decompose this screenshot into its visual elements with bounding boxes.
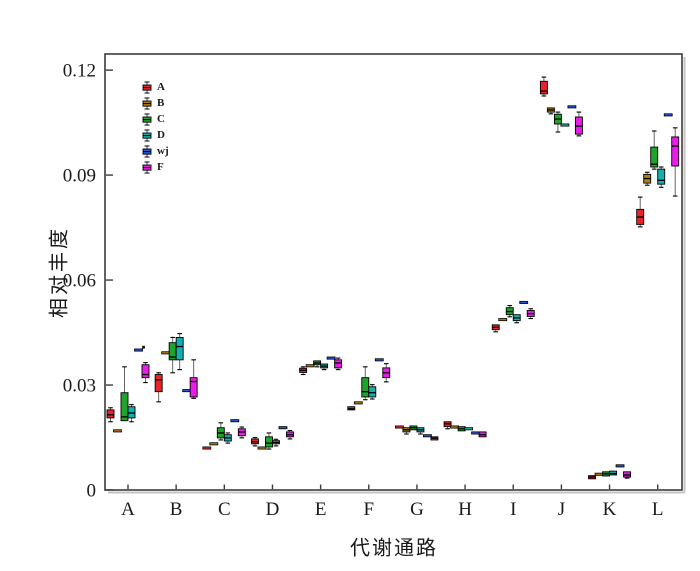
box-D-A xyxy=(127,406,136,419)
box-D-B xyxy=(175,336,184,361)
box-A-C xyxy=(202,446,212,450)
box-wj-C xyxy=(230,419,240,423)
box-F-B xyxy=(189,377,198,398)
legend-item-C: C xyxy=(141,113,169,126)
box-A-B xyxy=(154,374,163,393)
box-F-E xyxy=(334,359,343,369)
legend-label: wj xyxy=(157,145,169,157)
box-wj-G xyxy=(423,434,432,438)
box-wj-B xyxy=(182,389,192,393)
box-B-A xyxy=(113,429,122,433)
box-B-E xyxy=(305,364,315,368)
box-wj-L xyxy=(663,113,673,117)
y-tick-label: 0.09 xyxy=(63,166,96,187)
box-D-J xyxy=(560,123,570,127)
x-category-label: J xyxy=(558,499,565,520)
legend-label: B xyxy=(157,97,165,109)
y-tick-label: 0.12 xyxy=(63,61,96,82)
legend-item-A: A xyxy=(141,81,169,94)
box-F-A xyxy=(141,364,150,379)
box-C-F xyxy=(361,377,370,398)
box-D-F xyxy=(368,386,377,398)
x-category-label: G xyxy=(410,499,424,520)
x-category-label: I xyxy=(510,499,516,520)
box-wj-I xyxy=(519,300,529,304)
box-F-L xyxy=(671,136,680,167)
legend-label: F xyxy=(157,161,164,173)
legend-boxplot-glyph xyxy=(142,129,152,142)
box-B-D xyxy=(257,446,267,450)
legend-item-B: B xyxy=(141,97,169,110)
legend-boxplot-glyph xyxy=(142,113,152,126)
x-category-label: E xyxy=(315,499,327,520)
box-B-K xyxy=(594,472,604,476)
x-category-label: B xyxy=(170,499,183,520)
x-category-label: F xyxy=(363,499,374,520)
y-tick-label: 0.03 xyxy=(63,376,96,397)
box-B-H xyxy=(450,425,459,429)
x-category-label: A xyxy=(121,499,135,520)
box-wj-A xyxy=(134,348,143,352)
x-category-label: D xyxy=(266,499,280,520)
y-tick-label: 0 xyxy=(87,481,97,502)
box-wj-F xyxy=(374,358,384,362)
legend-boxplot-glyph xyxy=(142,145,152,158)
box-C-L xyxy=(650,146,659,168)
y-axis-title: 相对丰度 xyxy=(48,226,71,318)
x-category-label: C xyxy=(218,499,231,520)
box-B-F xyxy=(353,401,363,405)
legend-label: A xyxy=(157,81,165,93)
box-C-D xyxy=(265,436,273,448)
legend-label: D xyxy=(157,129,165,141)
legend-item-wj: wj xyxy=(141,145,169,158)
box-B-I xyxy=(498,318,508,322)
box-A-A xyxy=(106,409,115,419)
x-category-label: H xyxy=(458,499,472,520)
legend-label: C xyxy=(157,113,165,125)
legend-boxplot-glyph xyxy=(142,81,152,94)
box-A-G xyxy=(395,425,404,429)
plot-frame xyxy=(104,53,683,491)
box-wj-E xyxy=(326,356,336,360)
box-B-C xyxy=(209,442,219,446)
legend-boxplot-glyph xyxy=(142,161,152,174)
x-category-label: L xyxy=(652,499,664,520)
box-D-H xyxy=(464,427,473,431)
legend-boxplot-glyph xyxy=(142,97,152,110)
box-D-L xyxy=(657,168,666,185)
box-wj-J xyxy=(567,105,577,109)
legend-item-F: F xyxy=(141,161,169,174)
outlier-point xyxy=(142,345,145,349)
box-wj-K xyxy=(615,464,625,468)
y-tick-label: 0.06 xyxy=(63,271,96,292)
box-B-B xyxy=(161,351,171,355)
box-wj-H xyxy=(471,431,480,435)
x-category-label: K xyxy=(603,499,617,520)
x-axis-title: 代谢通路 xyxy=(350,537,438,560)
legend-item-D: D xyxy=(141,129,169,142)
box-A-J xyxy=(539,80,548,95)
box-wj-D xyxy=(278,426,288,430)
